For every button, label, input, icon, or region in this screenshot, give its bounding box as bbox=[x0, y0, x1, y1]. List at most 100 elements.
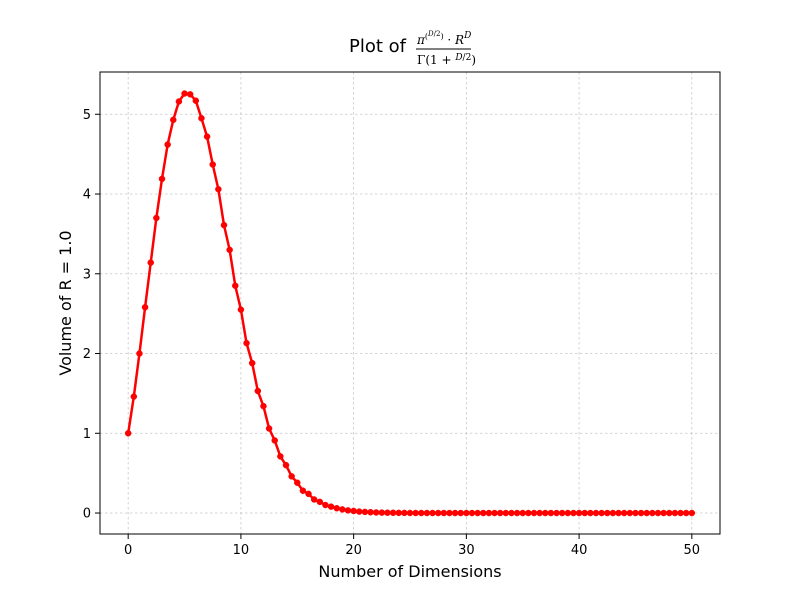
data-point bbox=[141, 304, 149, 311]
data-point bbox=[243, 339, 250, 347]
data-point bbox=[666, 509, 673, 517]
data-point bbox=[158, 175, 166, 183]
data-point bbox=[260, 402, 267, 410]
data-point bbox=[688, 509, 696, 517]
x-tick-label: 50 bbox=[684, 543, 701, 558]
y-tick-label: 2 bbox=[83, 347, 91, 362]
data-point bbox=[147, 259, 154, 266]
data-point bbox=[637, 509, 645, 517]
data-point bbox=[604, 509, 611, 517]
data-point bbox=[277, 453, 284, 460]
data-point bbox=[632, 509, 639, 517]
data-point bbox=[446, 509, 453, 517]
x-tick-label: 20 bbox=[345, 543, 362, 558]
data-point bbox=[220, 221, 228, 229]
data-point bbox=[294, 479, 301, 486]
data-point bbox=[203, 133, 211, 140]
data-point bbox=[519, 509, 526, 517]
data-point bbox=[384, 509, 391, 516]
data-point bbox=[299, 487, 307, 494]
data-point bbox=[474, 509, 481, 517]
y-tick-label: 3 bbox=[83, 267, 91, 282]
svg-text:Γ(1 + D/2): Γ(1 + D/2) bbox=[417, 53, 476, 67]
data-point bbox=[682, 509, 690, 517]
data-point bbox=[333, 504, 340, 512]
data-point bbox=[350, 507, 357, 515]
data-point bbox=[367, 508, 374, 516]
data-point bbox=[305, 490, 312, 498]
data-point bbox=[626, 509, 634, 517]
data-point bbox=[175, 98, 183, 105]
data-point bbox=[389, 509, 397, 517]
data-point bbox=[395, 509, 402, 517]
data-point bbox=[434, 509, 442, 517]
x-tick-label: 30 bbox=[458, 543, 475, 558]
data-point bbox=[620, 509, 628, 517]
data-point bbox=[553, 509, 560, 517]
data-point bbox=[406, 509, 414, 517]
data-point bbox=[468, 509, 476, 517]
data-point bbox=[643, 509, 650, 517]
data-point bbox=[564, 509, 572, 517]
data-point bbox=[316, 498, 324, 506]
plot-area bbox=[100, 72, 720, 534]
data-point bbox=[361, 508, 369, 516]
data-point bbox=[248, 359, 256, 367]
x-tick-label: 0 bbox=[124, 543, 132, 558]
data-point bbox=[463, 509, 470, 517]
data-point bbox=[344, 507, 352, 514]
data-point bbox=[339, 506, 346, 513]
data-point bbox=[615, 509, 622, 517]
data-point bbox=[237, 306, 245, 313]
data-point bbox=[327, 503, 335, 510]
data-point bbox=[558, 509, 566, 517]
data-point bbox=[429, 509, 436, 517]
data-point bbox=[170, 116, 177, 124]
x-tick-label: 10 bbox=[233, 543, 250, 558]
series-layer bbox=[124, 90, 696, 517]
data-point bbox=[654, 509, 662, 517]
data-point bbox=[192, 97, 200, 104]
data-point bbox=[401, 509, 408, 517]
data-point bbox=[412, 509, 419, 517]
data-point bbox=[164, 141, 171, 148]
data-point bbox=[677, 509, 684, 517]
data-point bbox=[496, 509, 504, 517]
data-point bbox=[271, 437, 278, 444]
data-point bbox=[423, 509, 431, 517]
data-point bbox=[310, 496, 318, 503]
data-point bbox=[215, 185, 222, 193]
data-point bbox=[457, 509, 464, 517]
data-point bbox=[513, 509, 521, 517]
data-point bbox=[322, 501, 329, 509]
data-point bbox=[124, 430, 132, 437]
data-point bbox=[502, 509, 510, 517]
data-point bbox=[372, 509, 380, 516]
y-tick-label: 5 bbox=[83, 108, 91, 123]
data-point bbox=[254, 387, 262, 395]
data-point bbox=[418, 509, 425, 517]
grid bbox=[100, 72, 720, 534]
data-point bbox=[232, 282, 239, 289]
data-point bbox=[198, 115, 205, 122]
data-point bbox=[547, 509, 555, 517]
data-point bbox=[536, 509, 543, 517]
data-point bbox=[491, 509, 498, 517]
x-tick-label: 40 bbox=[571, 543, 588, 558]
y-tick-label: 0 bbox=[83, 507, 91, 522]
data-point bbox=[130, 393, 138, 400]
data-point bbox=[226, 246, 233, 254]
data-point bbox=[530, 509, 538, 517]
y-axis-label: Volume of R = 1.0 bbox=[56, 230, 75, 375]
chart-title: Plot of bbox=[349, 36, 407, 57]
data-point bbox=[288, 473, 295, 480]
data-point bbox=[485, 509, 493, 517]
data-point bbox=[542, 509, 549, 517]
data-point bbox=[581, 509, 588, 517]
data-point bbox=[587, 509, 594, 517]
y-tick-label: 1 bbox=[83, 427, 91, 442]
data-point bbox=[451, 509, 459, 517]
y-tick-label: 4 bbox=[83, 188, 91, 203]
data-point bbox=[181, 90, 188, 97]
